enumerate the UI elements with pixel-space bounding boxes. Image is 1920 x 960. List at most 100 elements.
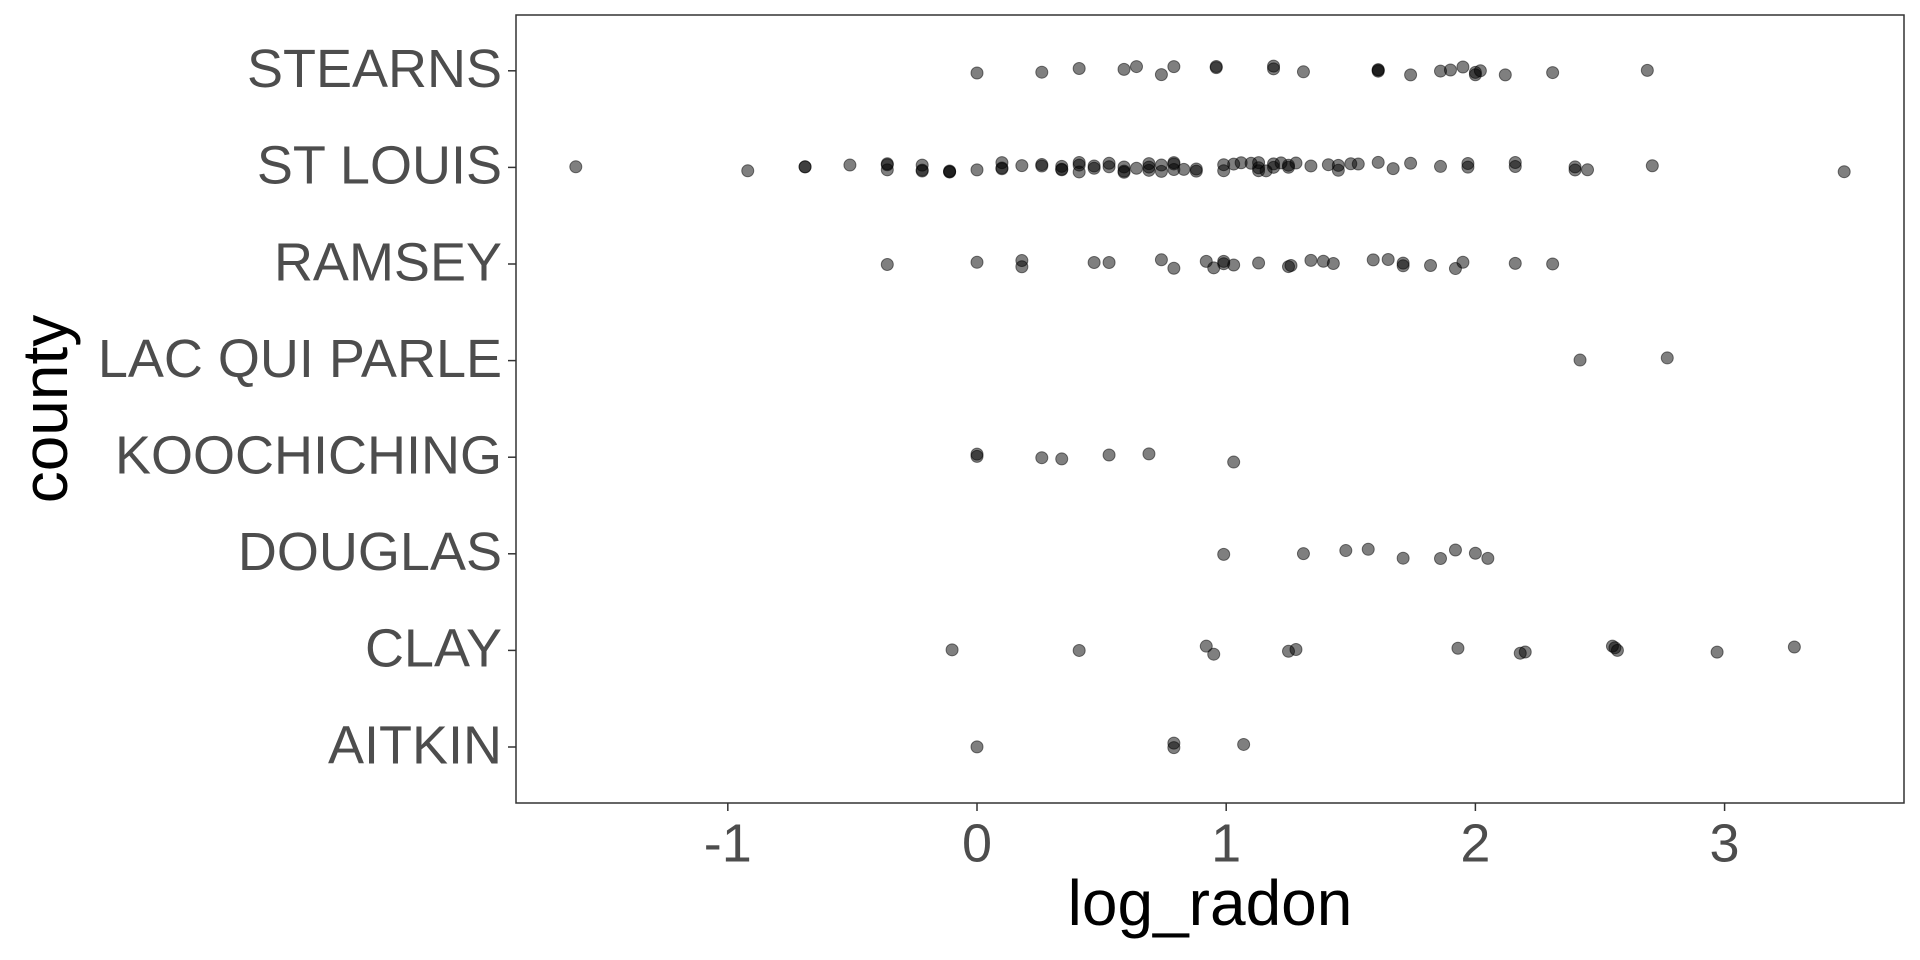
point xyxy=(970,449,984,463)
point xyxy=(1102,448,1116,462)
point xyxy=(1207,647,1221,661)
point xyxy=(880,257,894,271)
point xyxy=(1189,164,1203,178)
point xyxy=(843,158,857,172)
point xyxy=(1154,253,1168,267)
point xyxy=(1209,61,1223,75)
point xyxy=(1508,256,1522,270)
point xyxy=(1468,546,1482,560)
point xyxy=(1087,256,1101,270)
point xyxy=(1508,155,1522,169)
point xyxy=(1015,159,1029,173)
point xyxy=(1518,645,1532,659)
point xyxy=(970,163,984,177)
point xyxy=(1645,159,1659,173)
x-axis-title: log_radon xyxy=(1068,867,1353,939)
point xyxy=(569,160,583,174)
point xyxy=(945,643,959,657)
point xyxy=(1237,737,1251,751)
point xyxy=(1035,158,1049,172)
point xyxy=(1142,163,1156,177)
point xyxy=(798,160,812,174)
point xyxy=(1102,156,1116,170)
point xyxy=(1608,641,1622,655)
point xyxy=(1404,156,1418,170)
point xyxy=(1351,157,1365,171)
y-tick-label: STEARNS xyxy=(247,39,502,99)
x-tick-label: 0 xyxy=(962,813,992,873)
point xyxy=(1267,59,1281,73)
point xyxy=(1546,66,1560,80)
x-tick-label: -1 xyxy=(704,813,752,873)
point xyxy=(1837,165,1851,179)
point xyxy=(1404,68,1418,82)
point xyxy=(1481,551,1495,565)
point xyxy=(1087,161,1101,175)
point xyxy=(1167,261,1181,275)
y-tick-label: RAMSEY xyxy=(274,232,502,292)
point xyxy=(970,255,984,269)
point xyxy=(1167,60,1181,74)
point xyxy=(1304,159,1318,173)
point xyxy=(1371,64,1385,78)
y-tick-label: ST LOUIS xyxy=(257,136,502,196)
point xyxy=(1461,160,1475,174)
point xyxy=(1581,163,1595,177)
point xyxy=(1396,551,1410,565)
point xyxy=(1289,643,1303,657)
point xyxy=(1371,155,1385,169)
y-axis-title: county xyxy=(9,315,81,504)
point xyxy=(1434,551,1448,565)
x-tick-label: 3 xyxy=(1710,813,1740,873)
point xyxy=(1154,68,1168,82)
point xyxy=(1451,641,1465,655)
point xyxy=(880,157,894,171)
point xyxy=(1072,643,1086,657)
point xyxy=(1015,260,1029,274)
point xyxy=(1072,155,1086,169)
point xyxy=(995,156,1009,170)
point xyxy=(970,740,984,754)
point xyxy=(1448,543,1462,557)
point xyxy=(1573,353,1587,367)
panel-border xyxy=(515,14,1905,804)
point xyxy=(1117,164,1131,178)
point xyxy=(943,164,957,178)
point xyxy=(1117,62,1131,76)
point xyxy=(1434,159,1448,173)
point xyxy=(915,164,929,178)
point xyxy=(1568,160,1582,174)
point xyxy=(1296,65,1310,79)
point xyxy=(1660,351,1674,365)
point xyxy=(1177,162,1191,176)
point xyxy=(1366,253,1380,267)
point xyxy=(1381,252,1395,266)
point xyxy=(1055,452,1069,466)
point xyxy=(1284,259,1298,273)
point xyxy=(1055,163,1069,177)
point xyxy=(1424,258,1438,272)
y-tick-label: CLAY xyxy=(365,619,502,679)
point xyxy=(1072,61,1086,75)
point xyxy=(1227,258,1241,272)
point xyxy=(1227,455,1241,469)
point xyxy=(1199,639,1213,653)
y-tick-label: AITKIN xyxy=(328,715,502,775)
point xyxy=(1289,156,1303,170)
point xyxy=(1326,257,1340,271)
point xyxy=(1102,256,1116,270)
point xyxy=(1296,547,1310,561)
point xyxy=(1640,63,1654,77)
point xyxy=(1456,255,1470,269)
point xyxy=(1546,257,1560,271)
point xyxy=(1035,451,1049,465)
x-tick-label: 1 xyxy=(1211,813,1241,873)
point xyxy=(1129,161,1143,175)
y-tick-label: LAC QUI PARLE xyxy=(98,329,502,389)
y-tick-label: DOUGLAS xyxy=(238,522,502,582)
point xyxy=(1304,253,1318,267)
point xyxy=(1498,68,1512,82)
point xyxy=(1443,63,1457,77)
x-tick-label: 2 xyxy=(1460,813,1490,873)
point xyxy=(1456,60,1470,74)
